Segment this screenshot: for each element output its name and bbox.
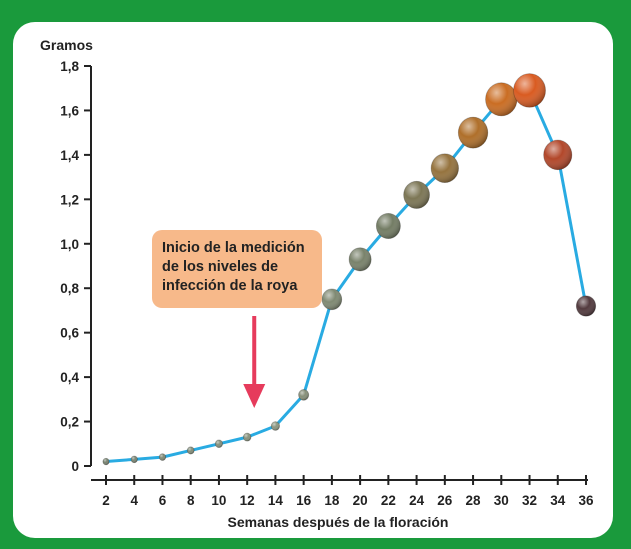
data-point [321, 288, 343, 311]
x-tick-label: 20 [353, 493, 368, 508]
berry-shade [458, 117, 488, 149]
annotation-callout: Inicio de la medición de los niveles de … [152, 230, 322, 308]
data-point [298, 389, 310, 401]
x-tick-label: 32 [522, 493, 537, 508]
x-tick-label: 10 [211, 493, 226, 508]
berry-shade [159, 453, 166, 461]
data-point [270, 421, 280, 431]
berry-shade [513, 73, 546, 108]
berry-shade [187, 446, 195, 455]
y-axis: 0 0,2 0,4 0,6 0,8 1,0 1,2 1,4 1,6 1,8 [60, 59, 92, 474]
y-tick-label: 0 [71, 459, 79, 474]
y-tick-label: 1,4 [60, 148, 79, 163]
berry-shade [349, 247, 372, 271]
berry-shade [543, 140, 572, 170]
x-tick-label: 36 [578, 493, 594, 508]
x-tick-label: 4 [130, 493, 138, 508]
berry-shade [298, 389, 309, 401]
data-point [457, 116, 489, 149]
berry-shade [485, 82, 518, 116]
x-tick-label: 30 [494, 493, 509, 508]
y-tick-label: 1,8 [60, 59, 79, 74]
y-tick-label: 1,0 [60, 237, 79, 252]
x-tick-label: 2 [102, 493, 110, 508]
berry-shade [576, 295, 596, 317]
y-tick-label: 0,2 [60, 415, 79, 430]
data-point [348, 247, 372, 272]
data-point [375, 212, 401, 240]
data-points [102, 73, 597, 466]
berry-shade [243, 433, 252, 442]
berry-shade [431, 153, 459, 183]
data-point [186, 446, 195, 455]
data-point [102, 457, 110, 466]
x-tick-label: 26 [437, 493, 453, 508]
annotation-arrow [243, 316, 266, 408]
data-point [485, 82, 518, 117]
x-tick-label: 34 [550, 493, 566, 508]
annotation-line-2: de los niveles de [162, 259, 279, 275]
annotation-line-1: Inicio de la medición [162, 240, 305, 256]
x-axis: 2 4 6 8 10 12 14 16 18 20 22 24 26 28 30 32 34 36 [91, 475, 594, 508]
x-tick-label: 22 [381, 493, 396, 508]
data-point [403, 180, 430, 209]
y-tick-label: 1,6 [60, 103, 79, 118]
y-tick-label: 0,4 [60, 370, 79, 385]
berry-shade [376, 213, 401, 239]
y-tick-label: 0,8 [60, 281, 79, 296]
data-point [242, 432, 252, 442]
y-tick-label: 1,2 [60, 192, 79, 207]
x-tick-label: 18 [324, 493, 340, 508]
data-point [214, 439, 223, 449]
x-tick-label: 24 [409, 493, 425, 508]
data-point [513, 73, 546, 108]
x-tick-label: 28 [466, 493, 482, 508]
berry-shade [322, 288, 342, 310]
x-tick-label: 14 [268, 493, 284, 508]
berry-shade [215, 439, 223, 448]
data-point [575, 295, 597, 317]
x-tick-label: 16 [296, 493, 312, 508]
x-tick-label: 6 [159, 493, 167, 508]
y-tick-label: 0,6 [60, 326, 79, 341]
x-tick-label: 12 [240, 493, 255, 508]
arrow-head [243, 384, 266, 408]
berry-shade [102, 458, 110, 465]
x-tick-label: 8 [187, 493, 195, 508]
berry-shade [131, 455, 138, 463]
annotation-line-3: infección de la roya [162, 278, 298, 294]
data-point [543, 139, 573, 171]
berry-shade [403, 181, 430, 209]
x-axis-label: Semanas después de la floración [228, 514, 449, 530]
data-point [130, 455, 138, 464]
berry-shade [271, 421, 280, 431]
y-axis-label: Gramos [40, 37, 93, 53]
data-point [158, 453, 167, 461]
data-point [430, 153, 459, 184]
